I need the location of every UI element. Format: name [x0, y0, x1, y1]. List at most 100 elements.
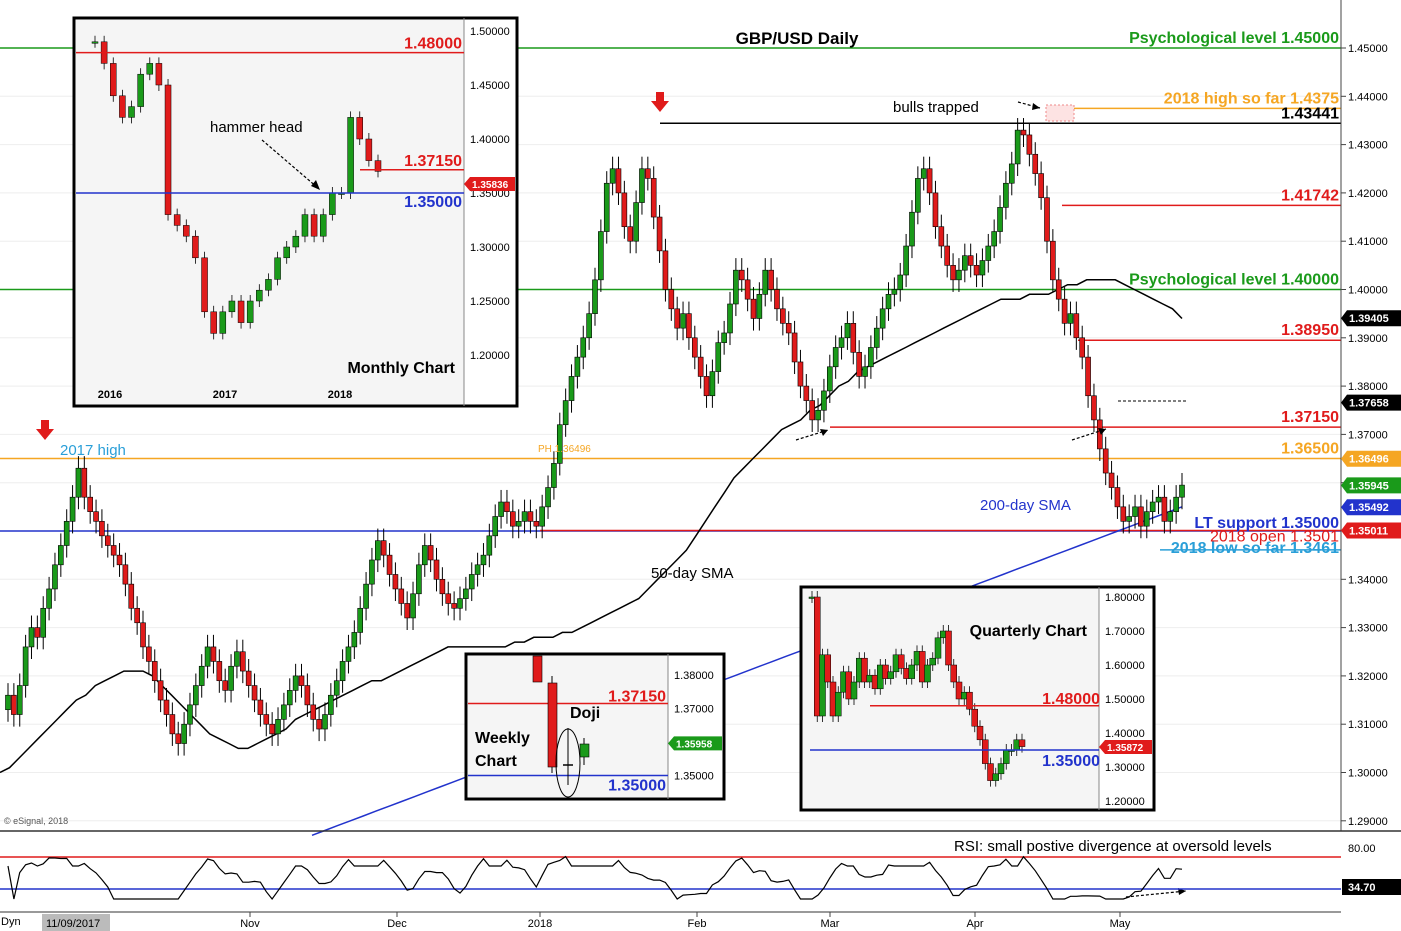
candle	[615, 168, 622, 194]
annotation-bulls-trapped: bulls trapped	[893, 99, 979, 116]
candle	[885, 294, 892, 310]
candle	[821, 390, 827, 411]
candle	[873, 327, 880, 348]
price-tag-bg	[1341, 450, 1401, 467]
candle	[639, 168, 645, 203]
candle	[292, 675, 299, 691]
candle	[281, 704, 287, 720]
candle	[603, 182, 610, 232]
candle	[774, 289, 780, 310]
candle	[468, 574, 475, 590]
candle	[146, 646, 152, 662]
candle	[75, 467, 82, 498]
candle	[357, 607, 364, 633]
inset-candle	[1003, 749, 1010, 764]
candle	[87, 496, 93, 512]
y-tick-label: 1.34000	[1348, 574, 1388, 586]
candle	[938, 226, 945, 247]
candle	[1014, 129, 1021, 165]
candle	[1108, 472, 1115, 488]
chart-title: GBP/USD Daily	[736, 29, 859, 48]
candle	[721, 332, 727, 343]
inset-y-tick-label: 1.40000	[470, 134, 510, 146]
level-label: 2018 low so far 1.3461	[1171, 540, 1339, 557]
level-label: 1.36500	[1281, 441, 1339, 458]
candle	[269, 723, 275, 735]
price-tag: 1.39405	[1341, 310, 1401, 327]
candle	[997, 207, 1003, 232]
candle	[1003, 182, 1009, 208]
xaxis-start: Dyn	[1, 916, 21, 928]
candle	[545, 487, 551, 508]
price-tag-label: 1.35945	[1349, 480, 1389, 492]
x-tick-label: May	[1110, 918, 1131, 930]
candle	[574, 356, 581, 377]
price-tag: 1.35011	[1341, 522, 1401, 539]
candle	[838, 337, 845, 348]
candle	[93, 511, 99, 522]
price-tag-bg	[1341, 310, 1401, 327]
inset-candle	[982, 739, 989, 764]
inset-candle	[164, 84, 172, 215]
inset-candle	[365, 138, 373, 161]
candle	[5, 694, 11, 711]
x-tick-label: Nov	[240, 918, 260, 930]
y-tick-label: 1.43000	[1348, 140, 1388, 152]
y-tick-label: 1.29000	[1348, 816, 1388, 828]
annotation-50sma: 50-day SMA	[651, 565, 734, 582]
candle	[991, 231, 997, 247]
inset-candle	[256, 289, 263, 302]
candle	[1155, 496, 1162, 503]
candle	[1097, 419, 1103, 450]
inset-candle	[183, 225, 190, 237]
candle	[34, 627, 41, 638]
inset-title: Quarterly Chart	[970, 623, 1088, 640]
inset-y-tick-label: 1.35000	[470, 188, 510, 200]
inset-candle	[945, 630, 952, 666]
inset-candle	[861, 657, 868, 683]
inset-y-tick-label: 1.45000	[470, 80, 510, 92]
candle	[674, 308, 680, 329]
candle	[738, 269, 745, 281]
dashed-arrow-icon	[261, 139, 319, 189]
candle	[985, 245, 992, 261]
candle	[862, 366, 868, 377]
candle	[69, 496, 76, 522]
candle	[316, 719, 322, 730]
candle	[580, 337, 587, 358]
inset-y-tick-label: 1.25000	[470, 296, 510, 308]
candle	[1020, 129, 1027, 136]
price-tag: 1.36496	[1341, 450, 1401, 467]
inset-level-label: 1.37150	[608, 688, 666, 705]
candle	[621, 192, 628, 228]
level-label: Psychological level 1.40000	[1129, 272, 1339, 289]
candle	[457, 598, 463, 609]
rsi-current: 34.70	[1348, 882, 1376, 894]
arrowhead-icon	[311, 180, 320, 190]
candle	[920, 168, 927, 179]
price-tag-bg	[1341, 394, 1401, 411]
inset-candle	[110, 63, 117, 97]
candle	[486, 535, 493, 556]
candle	[1050, 240, 1056, 281]
candle	[962, 255, 968, 271]
candle	[1167, 511, 1174, 522]
y-tick-label: 1.33000	[1348, 623, 1388, 635]
price-tag-label: 1.39405	[1349, 313, 1389, 325]
candle	[780, 308, 786, 324]
inset-candle	[246, 300, 254, 323]
y-tick-label: 1.38000	[1348, 381, 1388, 393]
inset-candle	[934, 637, 942, 659]
price-tag-label: 1.35492	[1349, 502, 1389, 514]
candle	[627, 226, 634, 242]
candle	[650, 178, 657, 218]
inset-candle	[824, 654, 831, 683]
candle	[551, 463, 557, 488]
candle	[404, 603, 410, 619]
inset-candle	[898, 654, 905, 669]
candle	[1061, 298, 1068, 324]
candle	[1038, 173, 1044, 199]
candle	[715, 342, 722, 372]
y-tick-label: 1.37000	[1348, 429, 1388, 441]
candle	[498, 501, 504, 517]
